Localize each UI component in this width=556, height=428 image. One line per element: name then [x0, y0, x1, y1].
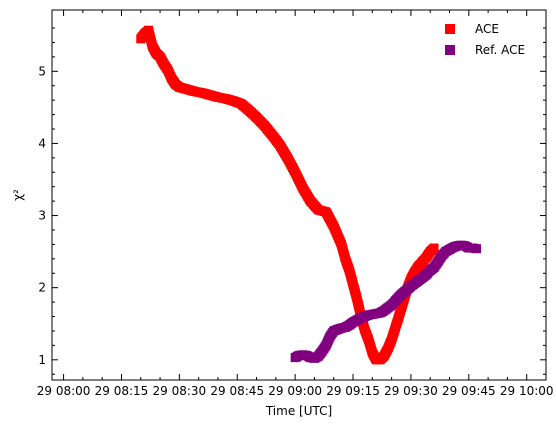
x-tick-label: 29 08:30 [153, 384, 207, 398]
y-axis-label: χ² [11, 189, 25, 201]
y-tick-label: 4 [38, 136, 46, 150]
y-axis: 1 2 3 4 5 [38, 27, 546, 375]
x-tick-label: 29 09:45 [442, 384, 496, 398]
x-axis-label: Time [UTC] [265, 404, 332, 418]
data-point [472, 244, 482, 254]
legend-label: ACE [475, 22, 499, 36]
x-tick-label: 29 08:15 [95, 384, 149, 398]
legend-label: Ref. ACE [475, 43, 525, 57]
data-point [429, 243, 439, 253]
legend: ACE Ref. ACE [445, 22, 525, 57]
y-tick-label: 1 [38, 353, 46, 367]
plot-area [136, 25, 482, 365]
legend-marker [445, 24, 455, 34]
legend-marker [445, 45, 455, 55]
x-tick-label: 29 09:30 [384, 384, 438, 398]
series-ace [136, 25, 439, 365]
x-tick-label: 29 09:00 [268, 384, 322, 398]
x-tick-label: 29 08:00 [37, 384, 91, 398]
plot-frame [51, 9, 547, 381]
y-tick-label: 2 [38, 281, 46, 295]
y-tick-label: 3 [38, 209, 46, 223]
y-tick-label: 5 [38, 64, 46, 78]
x-tick-label: 29 09:15 [326, 384, 380, 398]
x-tick-label: 29 08:45 [210, 384, 264, 398]
series-ref-ace [290, 240, 482, 363]
x-axis: 29 08:00 29 08:15 29 08:30 29 08:45 29 09:00… [37, 10, 554, 398]
x-tick-label: 29 10:00 [500, 384, 554, 398]
